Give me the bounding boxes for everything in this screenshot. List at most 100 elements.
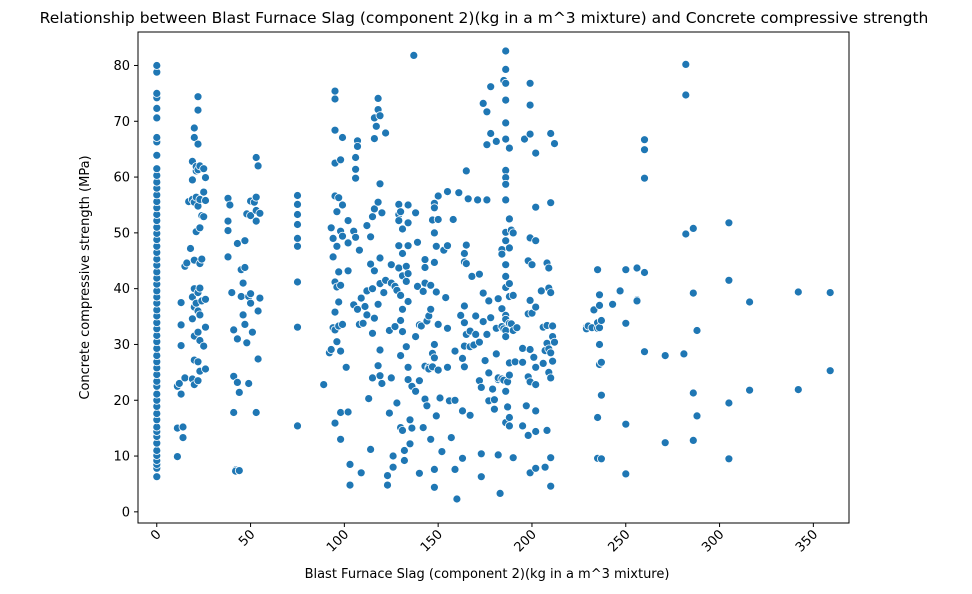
- data-point: [597, 390, 606, 400]
- data-point: [538, 358, 548, 368]
- data-point: [437, 447, 447, 457]
- data-point: [679, 349, 689, 359]
- data-point: [195, 223, 205, 233]
- data-point: [396, 351, 406, 361]
- data-point: [360, 302, 370, 311]
- data-point: [341, 362, 351, 372]
- data-point: [152, 113, 162, 123]
- data-point: [443, 323, 452, 333]
- data-point: [152, 422, 162, 432]
- data-point: [332, 241, 342, 251]
- data-point: [398, 425, 407, 435]
- y-tick-label: 30: [113, 338, 130, 353]
- data-point: [688, 435, 698, 445]
- data-point: [520, 134, 529, 144]
- data-point: [293, 241, 302, 251]
- data-point: [504, 413, 514, 422]
- data-point: [251, 216, 261, 226]
- data-point: [640, 173, 649, 183]
- data-point: [491, 136, 501, 146]
- data-point: [527, 260, 537, 270]
- data-point: [411, 386, 421, 396]
- data-point: [476, 472, 486, 482]
- data-point: [152, 389, 162, 399]
- data-point: [186, 244, 195, 253]
- data-point: [152, 133, 162, 142]
- data-point: [152, 104, 162, 113]
- data-point: [353, 141, 362, 151]
- data-point: [501, 271, 511, 281]
- data-point: [405, 439, 415, 449]
- data-point: [467, 271, 477, 281]
- y-tick-label: 10: [113, 450, 130, 465]
- data-point: [366, 259, 376, 269]
- data-point: [403, 218, 413, 228]
- data-point: [351, 173, 361, 183]
- data-point: [375, 111, 385, 121]
- data-point: [293, 210, 302, 219]
- data-point: [336, 346, 346, 356]
- data-point: [343, 238, 353, 248]
- data-point: [546, 288, 556, 298]
- data-point: [199, 212, 209, 222]
- data-point: [548, 356, 557, 366]
- data-point: [405, 415, 415, 425]
- y-tick-label: 20: [113, 394, 130, 409]
- data-point: [152, 164, 162, 174]
- data-point: [369, 266, 379, 276]
- data-point: [187, 175, 197, 185]
- data-point: [478, 317, 488, 327]
- data-point: [351, 164, 361, 174]
- data-point: [176, 341, 186, 351]
- data-point: [456, 310, 466, 320]
- data-point: [504, 421, 514, 431]
- data-point: [414, 376, 424, 386]
- data-point: [429, 464, 439, 474]
- data-point: [413, 281, 422, 291]
- data-point: [176, 320, 186, 330]
- data-point: [345, 459, 355, 469]
- data-point: [531, 380, 541, 390]
- data-point: [546, 481, 556, 491]
- data-point: [478, 288, 488, 298]
- y-tick-label: 0: [122, 505, 130, 520]
- data-point: [413, 237, 422, 247]
- data-point: [326, 345, 336, 354]
- data-point: [504, 214, 514, 224]
- data-point: [174, 379, 184, 388]
- data-point: [480, 356, 490, 366]
- data-point: [632, 263, 642, 273]
- data-point: [199, 187, 209, 197]
- data-point: [493, 450, 503, 460]
- data-point: [692, 411, 702, 421]
- data-point: [793, 385, 803, 395]
- data-point: [489, 395, 499, 405]
- data-point: [373, 94, 383, 103]
- data-point: [531, 463, 541, 473]
- data-point: [459, 362, 469, 372]
- data-point: [431, 241, 441, 251]
- data-point: [253, 161, 263, 171]
- data-point: [193, 105, 203, 115]
- data-point: [225, 200, 235, 210]
- data-point: [223, 216, 233, 226]
- y-tick-label: 80: [113, 59, 130, 74]
- data-point: [375, 345, 385, 355]
- data-point: [542, 425, 552, 435]
- data-point: [501, 95, 511, 105]
- data-point: [536, 286, 546, 296]
- data-point: [240, 263, 250, 272]
- data-point: [501, 332, 511, 342]
- data-point: [201, 322, 210, 332]
- data-point: [478, 99, 488, 108]
- data-point: [197, 254, 207, 264]
- data-point: [459, 318, 469, 328]
- data-point: [152, 446, 162, 455]
- data-point: [429, 353, 439, 363]
- data-point: [450, 464, 460, 474]
- y-tick-label: 40: [113, 282, 130, 297]
- data-point: [486, 129, 496, 138]
- data-point: [461, 259, 471, 269]
- data-point: [293, 199, 302, 209]
- data-point: [193, 327, 203, 337]
